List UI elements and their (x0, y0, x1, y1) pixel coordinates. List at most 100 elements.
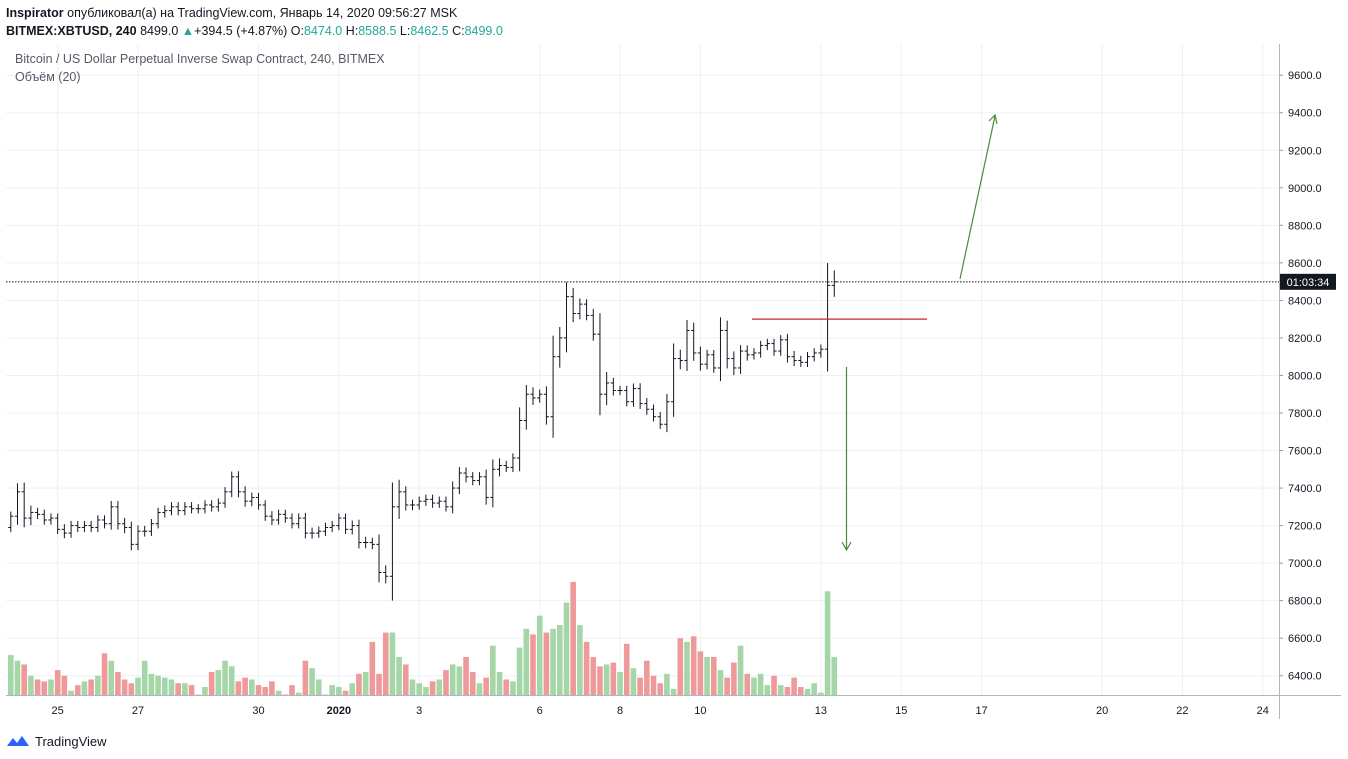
volume-bar (389, 632, 396, 695)
volume-bar (429, 681, 436, 695)
tradingview-logo-icon[interactable] (6, 734, 30, 748)
ohlc-bar (215, 498, 221, 512)
volume-indicator-title[interactable]: Объём (20) (15, 70, 81, 84)
volume-bar (590, 656, 597, 695)
volume-bar (269, 681, 275, 695)
ohlc-bar (764, 338, 770, 351)
ohlc-bar (423, 494, 429, 506)
price-tick-label: 7200.0 (1288, 521, 1322, 533)
volume-bar (356, 673, 362, 695)
ohlc-bar (824, 263, 831, 372)
volume-bar (34, 679, 41, 695)
volume-bar (376, 673, 382, 695)
price-tick-label: 7400.0 (1288, 483, 1322, 495)
price-tick-label: 9000.0 (1288, 183, 1322, 195)
volume-bar (704, 656, 710, 695)
volume-bar (630, 668, 637, 695)
time-tick-label: 20 (1096, 705, 1108, 717)
ohlc-bar (771, 338, 777, 356)
price-change: +394.5 (+4.87%) (194, 24, 288, 38)
chart-area[interactable]: 6400.0 6600.0 6800.0 7000.0 7200.0 7400.0 7600… (6, 44, 1341, 719)
ohlc-bar (637, 383, 643, 409)
ohlc-bar (28, 505, 34, 525)
time-tick-label: 13 (815, 705, 827, 717)
ohlc-bar (322, 522, 329, 536)
volume-bar (262, 686, 269, 695)
volume-bar (603, 664, 610, 695)
ohlc-bar (818, 344, 824, 358)
volume-bar (121, 679, 128, 695)
volume-bar (804, 688, 811, 695)
ohlc-bar (503, 460, 509, 473)
ohlc-bar (456, 467, 462, 495)
volume-bar (710, 656, 717, 695)
high-value: 8588.5 (358, 24, 397, 38)
volume-bar (168, 679, 175, 695)
ohlc-bar (510, 453, 516, 473)
ohlc-bar (583, 299, 590, 321)
volume-bar (677, 638, 684, 695)
ohlc-bar (336, 513, 342, 531)
volume-bar (208, 671, 215, 695)
ohlc-bar (409, 499, 416, 511)
ohlc-bar (784, 333, 791, 363)
ohlc-bar (517, 407, 523, 472)
volume-bar (61, 675, 68, 695)
price-tick-label: 9400.0 (1288, 108, 1322, 120)
chart-header: Inspirator опубликовал(а) на TradingView… (6, 4, 503, 40)
ohlc-bar (630, 383, 637, 407)
ohlc-bar (222, 487, 228, 508)
volume-bar (536, 615, 543, 695)
ohlc-bar (731, 351, 737, 376)
time-tick-label: 25 (52, 705, 64, 717)
time-tick-label: 15 (895, 705, 907, 717)
footer-brand[interactable]: TradingView (35, 733, 107, 749)
price-chart[interactable]: 6400.0 6600.0 6800.0 7000.0 7200.0 7400.0 7600… (6, 44, 1341, 719)
volume-bar (155, 675, 161, 695)
ohlc-bar (168, 502, 175, 516)
ohlc-bar (483, 469, 489, 505)
ohlc-bar (376, 534, 382, 583)
volume-bar (48, 679, 54, 695)
volume-bar (95, 675, 101, 695)
ohlc-bar (249, 492, 255, 507)
ohlc-bar (403, 486, 409, 511)
ohlc-bar (135, 525, 141, 551)
volume-bar (329, 685, 335, 695)
volume-bar (54, 670, 61, 695)
volume-bar (724, 677, 730, 695)
volume-bar (784, 686, 791, 695)
ohlc-bar (148, 519, 154, 536)
volume-bar (282, 694, 289, 695)
author-name[interactable]: Inspirator (6, 6, 64, 20)
volume-bar (764, 685, 771, 695)
ohlc-bar (617, 385, 623, 396)
ohlc-bar (429, 494, 436, 508)
ohlc-bar (791, 350, 797, 367)
volume-bar (570, 581, 576, 695)
ohlc-bar (8, 511, 14, 533)
volume-bar (731, 662, 737, 695)
ohlc-bar (182, 502, 188, 516)
ohlc-bar (577, 298, 583, 320)
ohlc-bar (61, 524, 67, 539)
low-label: L: (399, 24, 411, 38)
volume-bar (403, 664, 409, 695)
volume-bar (14, 660, 21, 695)
volume-bar (309, 668, 315, 695)
down-arrow-head (841, 541, 852, 552)
symbol-label[interactable]: BITMEX:XBTUSD, 240 (6, 24, 137, 38)
ohlc-bar (610, 377, 616, 396)
ohlc-bar (101, 515, 108, 529)
ohlc-bar (276, 509, 282, 525)
time-tick-label: 30 (252, 705, 264, 717)
volume-bar (409, 679, 416, 695)
drawings (6, 113, 1279, 552)
volume-bar (195, 694, 202, 695)
ohlc-bar (758, 340, 764, 358)
volume-bar (68, 690, 74, 695)
change-triangle-icon: ▲ (181, 24, 195, 38)
ohlc-bar (356, 519, 362, 549)
ohlc-bar (122, 517, 128, 534)
countdown-badge (1280, 273, 1336, 290)
